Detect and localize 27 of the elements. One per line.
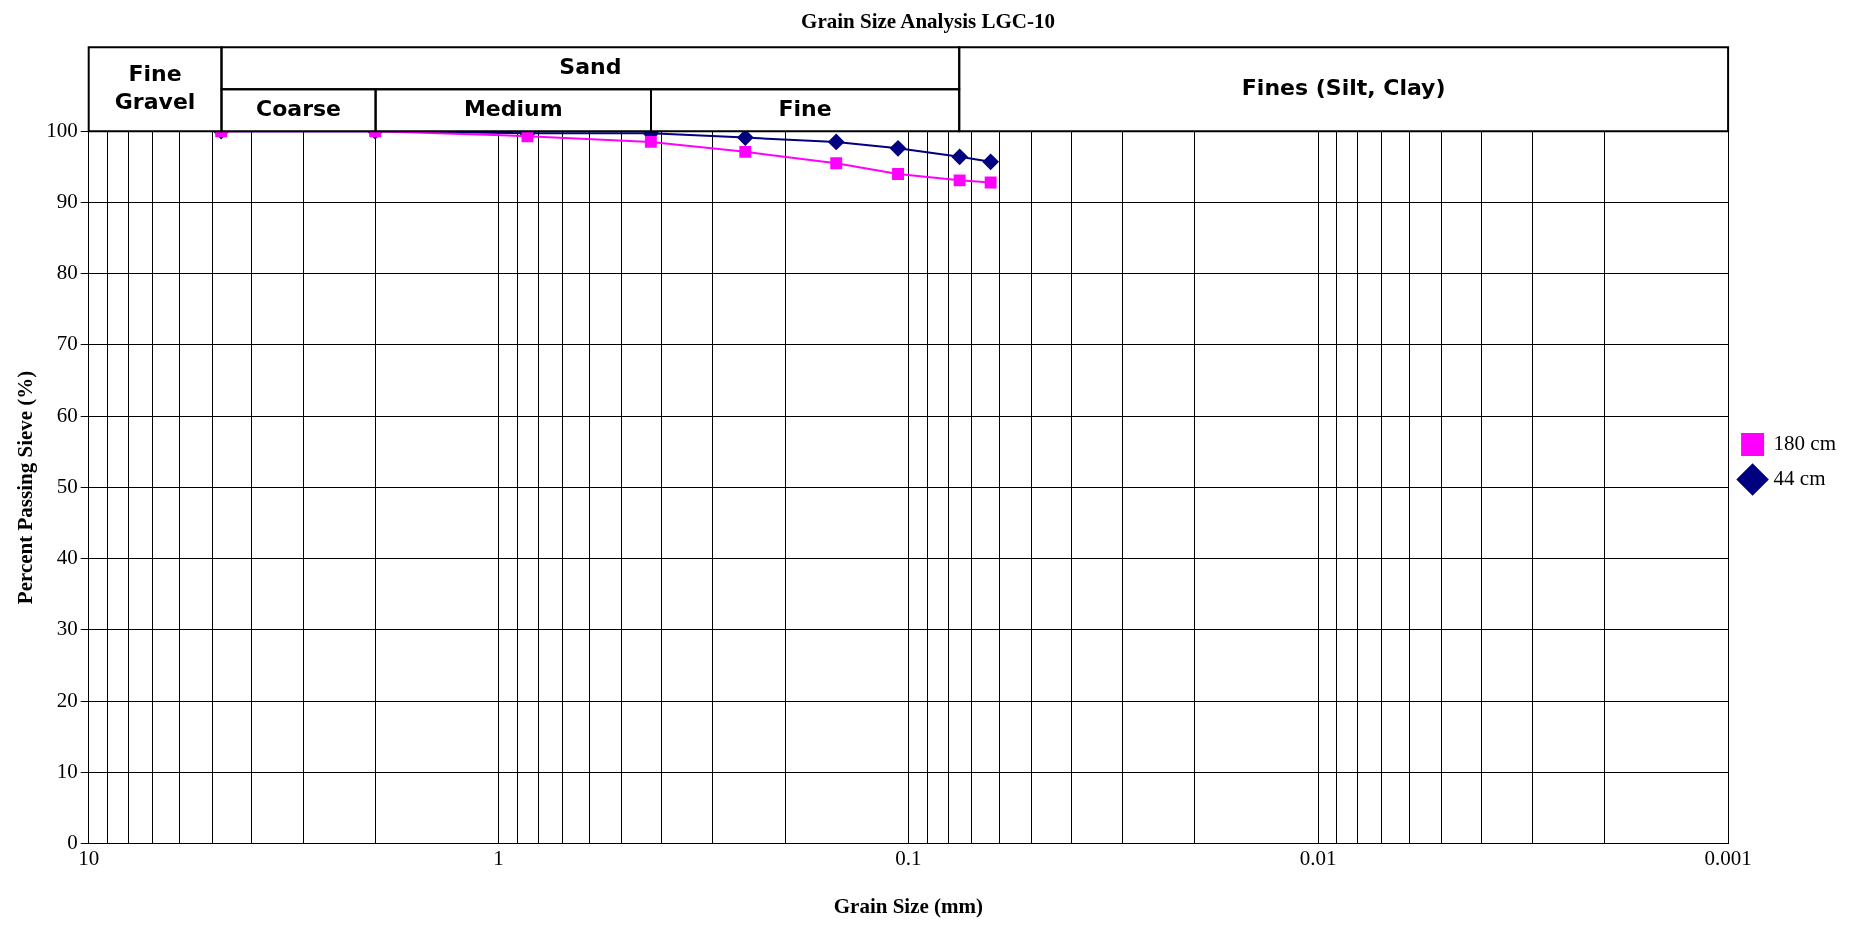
text: Medium (463, 95, 563, 121)
chart-title: Grain Size Analysis LGC-10 (801, 9, 1055, 34)
x-tick-label: 1 (493, 845, 504, 870)
text: Fine (778, 95, 832, 121)
y-tick-label: 40 (56, 545, 78, 570)
x-axis-title: Grain Size (mm) (833, 893, 984, 918)
x-tick-label: 0.1 (895, 845, 922, 870)
y-tick-label: 60 (56, 402, 78, 427)
legend-label: 180 cm (1773, 431, 1836, 456)
y-tick-label: 90 (56, 188, 78, 213)
text: Sand (559, 53, 622, 79)
y-tick-label: 70 (56, 331, 78, 356)
x-tick-label: 0.001 (1704, 845, 1752, 870)
legend-label: 44 cm (1773, 466, 1826, 491)
x-tick-label: 10 (78, 845, 100, 870)
y-tick-label: 100 (46, 117, 78, 142)
y-tick-label: 10 (56, 758, 78, 783)
y-axis-title: Percent Passing Sieve (%) (13, 370, 38, 605)
text: Fines (Silt, Clay) (1241, 74, 1446, 100)
y-tick-label: 80 (56, 260, 78, 285)
x-tick-label: 0.01 (1299, 845, 1337, 870)
y-tick-label: 0 (67, 830, 78, 855)
text: Coarse (256, 95, 342, 121)
y-tick-label: 50 (56, 473, 78, 498)
y-tick-label: 20 (56, 687, 78, 712)
text: Fine Gravel (114, 60, 196, 114)
y-tick-label: 30 (56, 616, 78, 641)
